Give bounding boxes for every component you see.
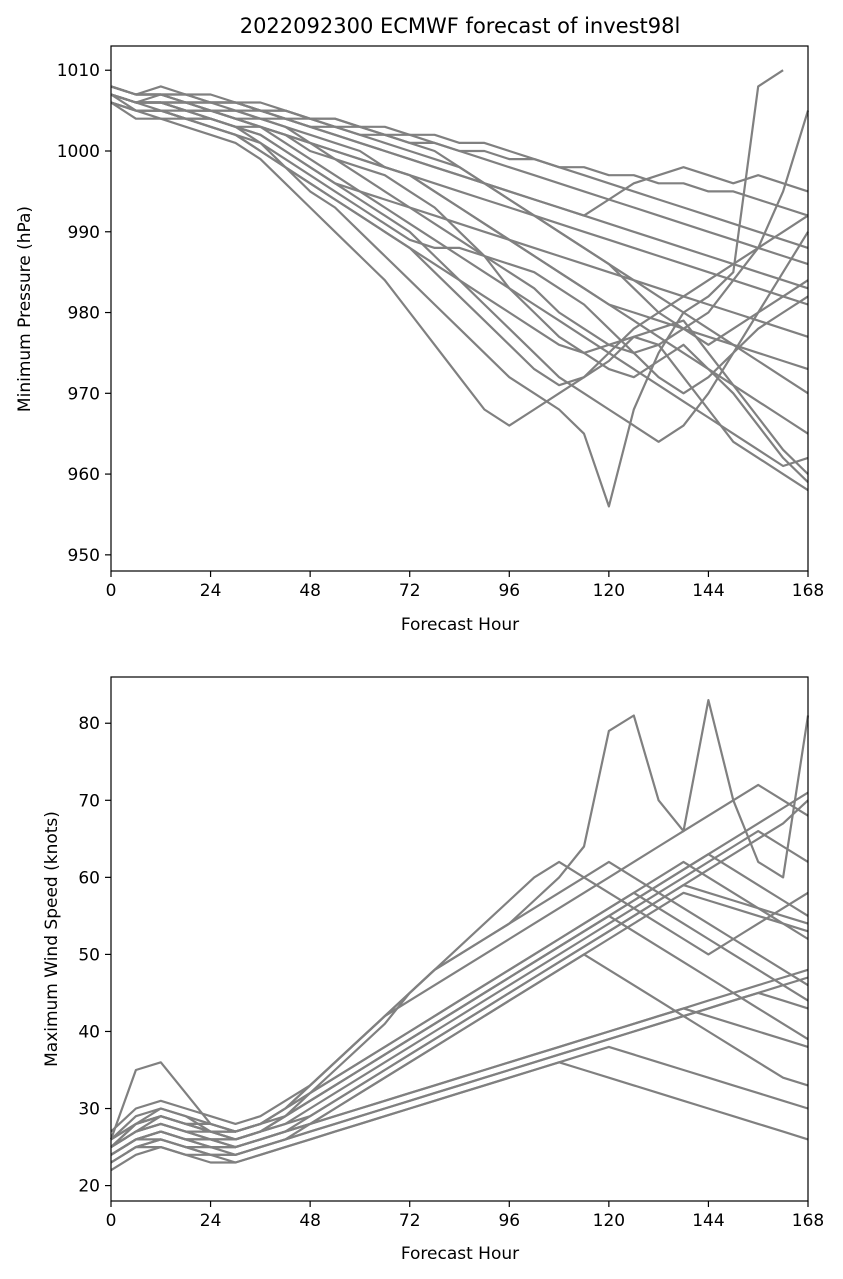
pressure-series-line-2 [110, 85, 809, 290]
pressure-series-line-13 [110, 85, 809, 266]
wind-series-line-17 [110, 1061, 809, 1164]
pressure-x-tick-label: 48 [299, 581, 321, 601]
pressure-x-tick-label: 168 [792, 581, 824, 601]
pressure-series-line-12 [110, 93, 809, 435]
pressure-series-line-19 [110, 93, 809, 468]
wind-x-tick-label: 144 [692, 1211, 724, 1231]
pressure-x-tick-label: 144 [692, 581, 724, 601]
pressure-x-axis-label: Forecast Hour [401, 615, 519, 635]
pressure-y-tick-label: 970 [68, 384, 100, 404]
wind-y-tick-label: 20 [78, 1177, 100, 1197]
wind-series-line-2 [110, 799, 809, 1156]
wind-plot-frame [110, 676, 809, 1202]
pressure-series-line-4 [110, 101, 809, 443]
wind-x-tick-label: 72 [399, 1211, 421, 1231]
pressure-y-tick-label: 990 [68, 223, 100, 243]
wind-y-ticks: 20 30 40 50 60 70 80 [78, 714, 111, 1197]
pressure-x-tick-label: 96 [498, 581, 520, 601]
pressure-x-tick-label: 0 [106, 581, 117, 601]
wind-series-line-7 [110, 783, 809, 1133]
wind-y-tick-label: 40 [78, 1022, 100, 1042]
wind-series-line-19 [110, 1007, 809, 1156]
pressure-y-tick-label: 1000 [57, 142, 100, 162]
wind-series-line-13 [110, 953, 809, 1164]
pressure-series-group [110, 69, 810, 508]
wind-x-axis-label: Forecast Hour [401, 1244, 519, 1264]
wind-x-tick-label: 120 [593, 1211, 625, 1231]
wind-chart: 0 24 48 72 96 120 144 168 20 30 40 50 60 70 80 Foreca… [42, 676, 824, 1264]
pressure-y-tick-label: 980 [68, 304, 100, 324]
pressure-x-tick-label: 24 [200, 581, 222, 601]
wind-series-line-18 [110, 884, 809, 1149]
pressure-y-axis-label: Minimum Pressure (hPa) [15, 206, 35, 412]
pressure-series-line-14 [110, 101, 809, 475]
wind-y-tick-label: 70 [78, 791, 100, 811]
pressure-y-tick-label: 950 [68, 546, 100, 566]
pressure-series-line-7 [110, 101, 809, 427]
pressure-y-tick-label: 1010 [57, 61, 100, 81]
wind-series-line-12 [110, 830, 809, 1149]
pressure-plot-frame [110, 45, 809, 572]
wind-series-line-8 [110, 1045, 809, 1172]
wind-series-line-5 [110, 860, 809, 1148]
pressure-y-ticks: 950 960 970 980 990 1000 1010 [57, 61, 111, 566]
pressure-x-ticks: 0 24 48 72 96 120 144 168 [106, 571, 824, 601]
wind-y-tick-label: 50 [78, 945, 100, 965]
wind-series-group [109, 699, 810, 1172]
pressure-series-line-5 [110, 93, 809, 483]
pressure-x-tick-label: 72 [399, 581, 421, 601]
pressure-series-line-18 [110, 101, 809, 306]
wind-series-line-15 [110, 968, 809, 1156]
wind-series-line-11 [110, 991, 809, 1156]
wind-y-tick-label: 80 [78, 714, 100, 734]
pressure-chart: 2022092300 ECMWF forecast of invest98l 0… [15, 14, 824, 635]
pressure-y-tick-label: 960 [68, 465, 100, 485]
wind-x-tick-label: 24 [200, 1211, 222, 1231]
wind-y-tick-label: 30 [78, 1100, 100, 1120]
pressure-series-line-10 [110, 85, 809, 346]
pressure-chart-title: 2022092300 ECMWF forecast of invest98l [240, 14, 681, 38]
pressure-series-line-9 [110, 93, 809, 492]
pressure-series-line-20 [110, 93, 809, 249]
pressure-series-line-11 [110, 101, 809, 395]
wind-series-line-1 [110, 699, 810, 1149]
pressure-x-tick-label: 120 [593, 581, 625, 601]
wind-y-tick-label: 60 [78, 868, 100, 888]
wind-y-axis-label: Maximum Wind Speed (knots) [42, 811, 62, 1067]
wind-x-tick-label: 48 [299, 1211, 321, 1231]
wind-x-ticks: 0 24 48 72 96 120 144 168 [106, 1201, 824, 1231]
wind-x-tick-label: 96 [498, 1211, 520, 1231]
wind-x-tick-label: 0 [106, 1211, 117, 1231]
wind-series-line-4 [110, 976, 809, 1164]
wind-x-tick-label: 168 [792, 1211, 824, 1231]
wind-series-line-10 [110, 891, 809, 1141]
wind-series-line-20 [110, 791, 809, 1141]
